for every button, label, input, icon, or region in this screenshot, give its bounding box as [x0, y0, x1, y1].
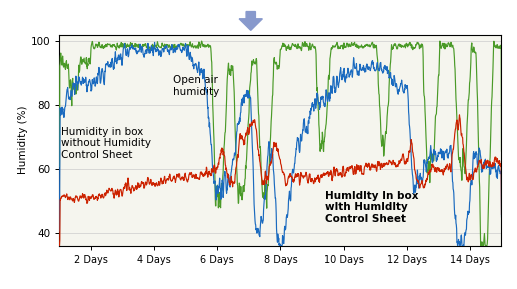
Text: Humidity in box
without Humidity
Control Sheet: Humidity in box without Humidity Control…	[61, 127, 151, 160]
Text: Open air
humidity: Open air humidity	[173, 75, 219, 97]
Y-axis label: Humidity (%): Humidity (%)	[18, 106, 28, 175]
Text: Humldlty In box
wlth Humldlty
Control Sheet: Humldlty In box wlth Humldlty Control Sh…	[325, 191, 418, 224]
